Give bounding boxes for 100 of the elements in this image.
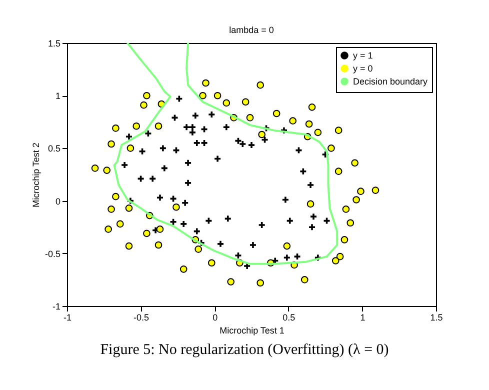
point <box>184 159 192 167</box>
point <box>181 199 189 207</box>
point <box>126 196 134 205</box>
point <box>184 179 192 187</box>
line-series <box>113 43 338 265</box>
point <box>108 206 115 213</box>
point <box>103 166 111 174</box>
point <box>258 130 266 138</box>
y-tick-label: 0 <box>55 196 60 206</box>
point <box>351 159 358 167</box>
point <box>202 79 210 87</box>
point <box>136 174 145 183</box>
point <box>222 99 230 107</box>
point <box>357 188 364 195</box>
point <box>227 278 234 286</box>
point <box>289 117 296 125</box>
point <box>299 167 308 176</box>
point <box>306 200 314 208</box>
point <box>108 140 115 148</box>
point <box>314 254 322 262</box>
caption: Figure 5: No regularization (Overfitting) (λ = 0) <box>99 342 390 359</box>
point <box>272 110 280 118</box>
point <box>283 254 291 262</box>
point <box>143 230 150 238</box>
point <box>308 223 316 231</box>
point <box>306 181 314 189</box>
point <box>256 81 264 89</box>
point <box>214 92 222 100</box>
legend-label: y = 1 <box>353 50 373 60</box>
point <box>140 101 148 109</box>
point <box>204 216 213 225</box>
point <box>199 92 206 100</box>
y-tick-label: -1 <box>52 302 60 312</box>
point <box>282 196 290 204</box>
point <box>340 236 348 244</box>
point <box>169 194 178 203</box>
point <box>314 128 322 136</box>
x-tick-label: 0.5 <box>282 312 296 322</box>
point <box>148 174 157 183</box>
point <box>283 242 291 250</box>
x-tick-label: -1 <box>63 312 72 322</box>
point <box>175 94 184 103</box>
point <box>132 122 140 130</box>
point <box>224 214 232 223</box>
point <box>249 241 257 249</box>
point <box>143 92 150 100</box>
point <box>160 164 168 172</box>
point <box>214 154 222 163</box>
point <box>352 196 360 204</box>
chart-title: lambda = 0 <box>229 25 274 35</box>
point <box>234 252 242 260</box>
x-tick-label: -0.5 <box>134 312 150 322</box>
point <box>116 220 124 228</box>
x-tick-label: 0 <box>212 312 218 322</box>
point <box>300 276 308 284</box>
point <box>336 252 344 260</box>
point <box>197 238 206 247</box>
point <box>125 204 133 212</box>
point <box>256 279 264 287</box>
point <box>112 124 120 132</box>
point <box>169 218 178 226</box>
point <box>216 240 224 248</box>
point <box>328 144 335 152</box>
point <box>280 126 288 134</box>
point <box>308 104 316 111</box>
point <box>126 144 134 152</box>
point <box>159 144 167 152</box>
point <box>334 168 342 175</box>
point <box>156 194 164 202</box>
point <box>154 241 162 249</box>
y-axis-title: Microchip Test 2 <box>30 142 41 208</box>
point <box>170 114 179 122</box>
point <box>180 220 188 228</box>
point <box>125 132 133 141</box>
legend-label: Decision boundary <box>353 76 428 86</box>
point <box>305 120 313 128</box>
x-tick-label: 1 <box>360 312 366 322</box>
point <box>294 146 303 154</box>
point <box>138 147 146 156</box>
point <box>334 126 342 134</box>
point <box>180 266 188 273</box>
point <box>192 112 200 120</box>
point <box>208 259 216 267</box>
point <box>246 114 254 122</box>
point <box>104 226 112 233</box>
point <box>322 216 331 225</box>
point <box>260 136 269 144</box>
point <box>156 226 164 233</box>
point <box>120 161 128 169</box>
point <box>332 257 340 264</box>
point <box>342 206 350 213</box>
point <box>208 110 216 118</box>
point <box>194 246 202 253</box>
point <box>372 186 380 194</box>
point <box>200 125 208 134</box>
y-tick-label: -0.5 <box>44 248 60 259</box>
point <box>321 150 330 158</box>
point <box>91 164 99 172</box>
point <box>286 216 294 225</box>
point <box>144 130 152 138</box>
